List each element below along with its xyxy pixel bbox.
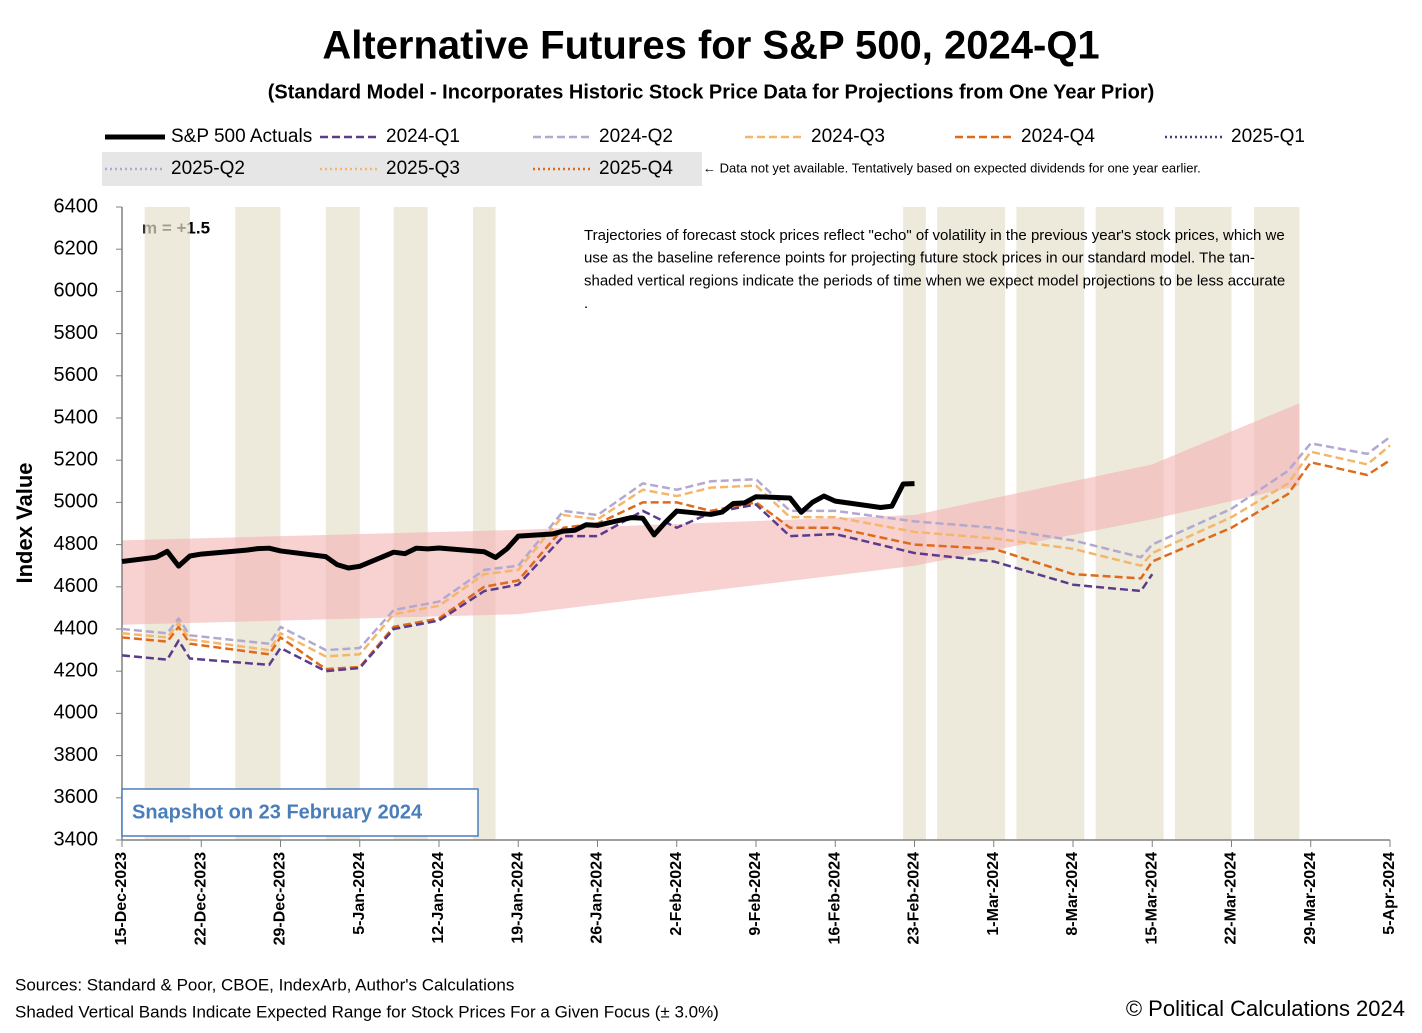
x-tick-label: 19-Jan-2024 — [509, 852, 526, 944]
series-line — [121, 481, 915, 571]
legend-label: 2025-Q4 — [599, 158, 673, 179]
shaded-period — [235, 207, 281, 840]
x-tick-label: 5-Apr-2024 — [1381, 852, 1398, 935]
sources: Sources: Standard & Poor, CBOE, IndexArb… — [15, 975, 514, 994]
copyright: © Political Calculations 2024 — [1126, 996, 1405, 1021]
y-tick-label: 5800 — [54, 322, 99, 344]
y-tick-label: 3600 — [54, 786, 99, 808]
y-tick-label: 6000 — [54, 280, 99, 302]
x-tick-label: 9-Feb-2024 — [747, 852, 764, 936]
legend-label: 2025-Q3 — [386, 158, 460, 179]
series-line — [121, 444, 1391, 658]
y-tick-label: 4400 — [54, 617, 99, 639]
series-line — [121, 503, 1154, 673]
shaded-period — [393, 207, 428, 840]
y-tick-label: 4600 — [54, 575, 99, 597]
x-tick-label: 29-Dec-2023 — [272, 852, 289, 946]
snapshot-label: Snapshot on 23 February 2024 — [132, 801, 423, 823]
snapshot-box — [121, 788, 479, 837]
sources: Shaded Vertical Bands Indicate Expected … — [15, 1002, 719, 1021]
legend-label: 2024-Q3 — [811, 126, 885, 147]
legend-highlight — [102, 152, 702, 186]
annotation: use as the baseline reference points for… — [584, 250, 1255, 267]
shaded-period — [1254, 207, 1300, 840]
x-tick-label: 16-Feb-2024 — [826, 852, 843, 945]
annotation: Trajectories of forecast stock prices re… — [584, 227, 1285, 244]
legend-label: 2024-Q1 — [386, 126, 460, 147]
y-tick-label: 4800 — [54, 533, 99, 555]
x-tick-label: 29-Mar-2024 — [1302, 852, 1319, 945]
y-tick-label: 4000 — [54, 702, 99, 724]
x-tick-label: 15-Mar-2024 — [1143, 852, 1160, 945]
shaded-period — [1174, 207, 1232, 840]
x-tick-label: 2-Feb-2024 — [668, 852, 685, 936]
x-tick-label: 15-Dec-2023 — [113, 852, 130, 946]
x-tick-label: 1-Mar-2024 — [985, 852, 1002, 936]
shaded-period — [144, 207, 190, 840]
x-tick-label: 5-Jan-2024 — [351, 852, 368, 935]
y-tick-label: 3800 — [54, 744, 99, 766]
y-tick-label: 5600 — [54, 364, 99, 386]
y-tick-label: 5400 — [54, 406, 99, 428]
x-tick-label: 26-Jan-2024 — [589, 852, 606, 944]
legend-label: 2024-Q2 — [599, 126, 673, 147]
shaded-period — [472, 207, 496, 840]
chart-title: Alternative Futures for S&P 500, 2024-Q1 — [322, 24, 1099, 68]
x-tick-label: 23-Feb-2024 — [906, 852, 923, 945]
legend-label: S&P 500 Actuals — [171, 126, 312, 147]
x-tick-label: 22-Mar-2024 — [1223, 852, 1240, 945]
legend-label: 2024-Q4 — [1021, 126, 1095, 147]
series-line — [121, 459, 1391, 671]
y-tick-label: 6200 — [54, 237, 99, 259]
plot: 3400 3600 3800 4000 4200 4400 4600 4800 5000 5200… — [54, 195, 1399, 945]
range-band — [122, 403, 1300, 625]
y-tick-label: 5200 — [54, 448, 99, 470]
annotation: . — [584, 295, 588, 312]
legend-note: ← Data not yet available. Tentatively ba… — [703, 160, 1201, 175]
shaded-period — [325, 207, 360, 840]
legend-label: 2025-Q1 — [1231, 126, 1305, 147]
x-tick-label: 22-Dec-2023 — [192, 852, 209, 946]
y-tick-label: 5000 — [54, 491, 99, 513]
y-tick-label: 6400 — [54, 195, 99, 217]
chart-subtitle: (Standard Model - Incorporates Historic … — [268, 81, 1155, 103]
y-tick-label: 3400 — [54, 828, 99, 850]
series-line — [121, 435, 1391, 652]
y-tick-label: 4200 — [54, 659, 99, 681]
annotation: shaded vertical regions indicate the per… — [584, 272, 1285, 289]
legend-label: 2025-Q2 — [171, 158, 245, 179]
y-axis-label: Index Value — [12, 462, 37, 583]
x-tick-label: 12-Jan-2024 — [430, 852, 447, 944]
x-tick-label: 8-Mar-2024 — [1064, 852, 1081, 936]
